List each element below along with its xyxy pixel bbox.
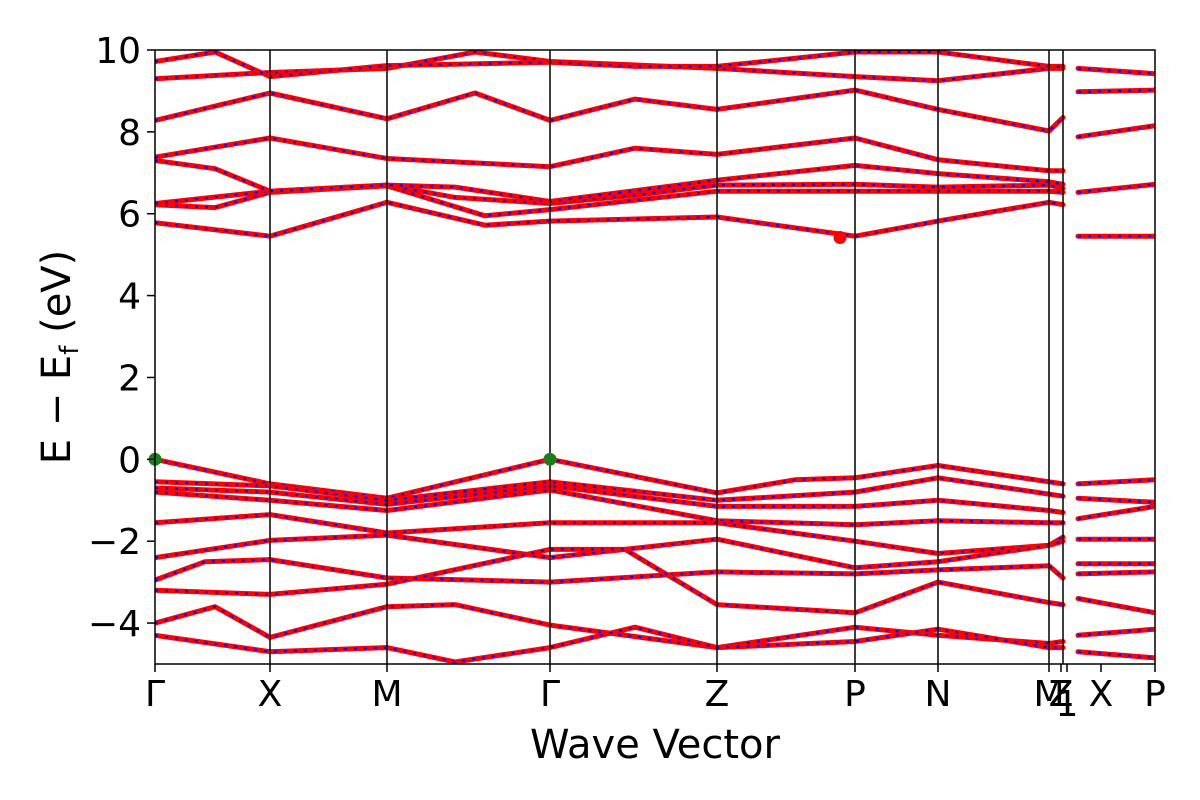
x-tick-label: 1: [1056, 684, 1079, 725]
y-tick-label: 0: [118, 440, 141, 481]
x-tick-label: Z: [705, 674, 730, 715]
band-spin-up: [155, 546, 1066, 616]
band-spin-down: [155, 183, 1064, 205]
band-spin-up: [155, 158, 1066, 204]
band-spin-down: [1077, 570, 1155, 575]
band-spin-up: [155, 602, 1066, 651]
band-spin-down: [1077, 628, 1155, 637]
band-extremum-marker: [543, 452, 557, 466]
band-spin-down: [1077, 478, 1155, 485]
y-axis-title: E − Ef (eV): [34, 250, 85, 465]
y-tick-label: −2: [88, 522, 141, 563]
band-spin-down: [1077, 89, 1155, 93]
band-spin-down: [1077, 650, 1155, 659]
x-tick-label: Γ: [540, 674, 560, 715]
band-spin-down: [1077, 497, 1155, 504]
extrema-markers: [148, 230, 847, 466]
band-spin-down: [155, 458, 1064, 500]
band-spin-down: [155, 513, 1064, 555]
band-spin-down: [155, 50, 1063, 78]
y-tick-label: −4: [88, 604, 141, 645]
x-tick-label: X: [1089, 674, 1114, 715]
x-tick-label: M: [1033, 674, 1064, 715]
y-tick-label: 8: [118, 113, 141, 154]
y-tick-label: 6: [118, 195, 141, 236]
y-axis-ticks: −4 −2 0 2 4 6 8 10: [88, 31, 155, 645]
band-spin-down: [155, 548, 1064, 614]
band-extremum-marker: [833, 230, 847, 244]
x-axis-ticks: Γ X M Γ Z P N MZ1 X P: [145, 664, 1166, 725]
band-spin-up: [155, 475, 1066, 503]
x-tick-label: N: [925, 674, 952, 715]
band-spin-down: [155, 484, 1064, 514]
x-tick-label: M: [371, 674, 402, 715]
x-tick-label: Γ: [145, 674, 165, 715]
band-spin-down: [155, 603, 1064, 649]
y-axis-title-main: E − E: [34, 355, 80, 465]
band-spin-up: [1075, 596, 1155, 616]
kpoint-lines: [269, 50, 1064, 664]
x-tick-label: P: [844, 674, 866, 715]
y-axis-title-sub: f: [55, 345, 85, 355]
x-tick-label: P: [1144, 674, 1166, 715]
band-spin-down: [1077, 505, 1155, 520]
x-axis-title: Wave Vector: [530, 722, 781, 768]
band-spin-down: [155, 88, 1064, 133]
band-spin-down: [1077, 67, 1155, 75]
y-axis-title-tail: (eV): [34, 250, 80, 346]
x-tick-label: X: [258, 674, 283, 715]
band-spin-down: [1077, 183, 1155, 194]
bands-layer: [155, 50, 1155, 664]
y-tick-label: 2: [118, 358, 141, 399]
band-spin-up: [155, 87, 1066, 134]
band-spin-up: [155, 135, 1066, 174]
x-tick-label: Z: [1049, 674, 1074, 715]
band-spin-down: [155, 626, 1063, 664]
band-spin-down: [1077, 124, 1155, 138]
band-spin-down: [155, 488, 1063, 526]
y-tick-label: 10: [95, 31, 141, 72]
plot-frame: [154, 49, 1156, 665]
band-spin-down: [155, 476, 1064, 502]
y-tick-label: 4: [118, 277, 141, 318]
